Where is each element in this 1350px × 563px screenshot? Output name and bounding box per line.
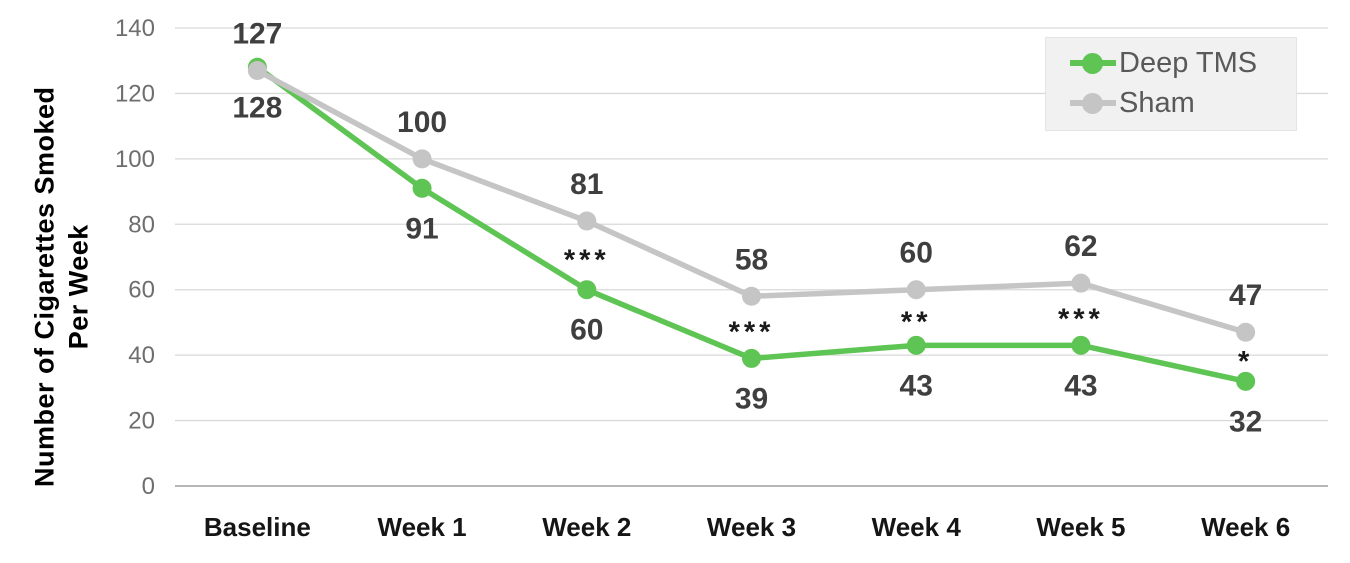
significance-marker: * (1238, 346, 1253, 378)
legend-swatch-dot (1082, 92, 1103, 114)
sham-marker (1071, 273, 1091, 293)
y-axis-title: Number of Cigarettes Smoked Per Week (28, 0, 96, 563)
y-tick-label: 0 (142, 473, 155, 500)
sham-data-label: 62 (1064, 230, 1097, 263)
deep-tms-legend-swatch-icon (1070, 52, 1116, 74)
y-tick-label: 140 (115, 15, 155, 42)
y-tick-label: 100 (115, 146, 155, 173)
x-category-label: Baseline (204, 512, 311, 542)
legend-label: Sham (1119, 86, 1195, 119)
deep-tms-marker (577, 280, 597, 300)
y-axis-title-line-1: Number of Cigarettes Smoked (29, 86, 60, 488)
y-tick-label: 120 (115, 80, 155, 107)
significance-marker: *** (729, 316, 775, 348)
deep-tms-data-label: 39 (735, 382, 768, 415)
significance-marker: ** (901, 307, 932, 339)
deep-tms-data-label: 43 (900, 369, 933, 402)
sham-marker (1236, 322, 1256, 342)
x-category-label: Week 5 (1036, 512, 1125, 542)
sham-marker (906, 280, 926, 300)
deep-tms-data-label: 32 (1229, 405, 1262, 438)
y-axis-title-line-2: Per Week (63, 224, 93, 350)
x-category-label: Week 1 (378, 512, 467, 542)
sham-data-label: 81 (570, 168, 603, 201)
deep-tms-data-label: 91 (405, 212, 438, 245)
y-tick-label: 60 (128, 277, 155, 304)
legend-label: Deep TMS (1119, 46, 1258, 79)
x-category-label: Week 4 (872, 512, 962, 542)
legend-item-deep-tms: Deep TMS (1070, 43, 1296, 83)
deep-tms-data-label: 43 (1064, 369, 1097, 402)
sham-legend-swatch-icon (1070, 92, 1116, 114)
sham-data-label: 127 (232, 18, 282, 51)
deep-tms-marker (1071, 335, 1091, 355)
x-category-label: Week 6 (1201, 512, 1290, 542)
x-category-label: Week 3 (707, 512, 796, 542)
y-tick-label: 80 (128, 211, 155, 238)
sham-data-label: 58 (735, 243, 768, 276)
y-tick-label: 40 (128, 342, 155, 369)
legend-swatch-dot (1082, 52, 1103, 74)
sham-marker (247, 61, 267, 81)
deep-tms-marker (742, 348, 761, 368)
deep-tms-marker (906, 335, 926, 355)
y-tick-label: 20 (128, 408, 155, 435)
sham-marker (412, 149, 432, 169)
sham-marker (577, 211, 597, 231)
deep-tms-marker (1236, 371, 1256, 391)
deep-tms-data-label: 60 (570, 314, 603, 347)
sham-data-label: 60 (900, 237, 933, 270)
significance-marker: *** (564, 244, 610, 276)
deep-tms-data-label: 128 (232, 91, 282, 124)
legend: Deep TMS Sham (1045, 37, 1297, 131)
sham-marker (742, 286, 761, 306)
x-category-label: Week 2 (542, 512, 631, 542)
sham-data-label: 100 (397, 106, 447, 139)
legend-item-sham: Sham (1070, 83, 1296, 123)
deep-tms-marker (412, 178, 432, 198)
sham-data-label: 47 (1229, 279, 1262, 312)
significance-marker: *** (1058, 303, 1104, 335)
